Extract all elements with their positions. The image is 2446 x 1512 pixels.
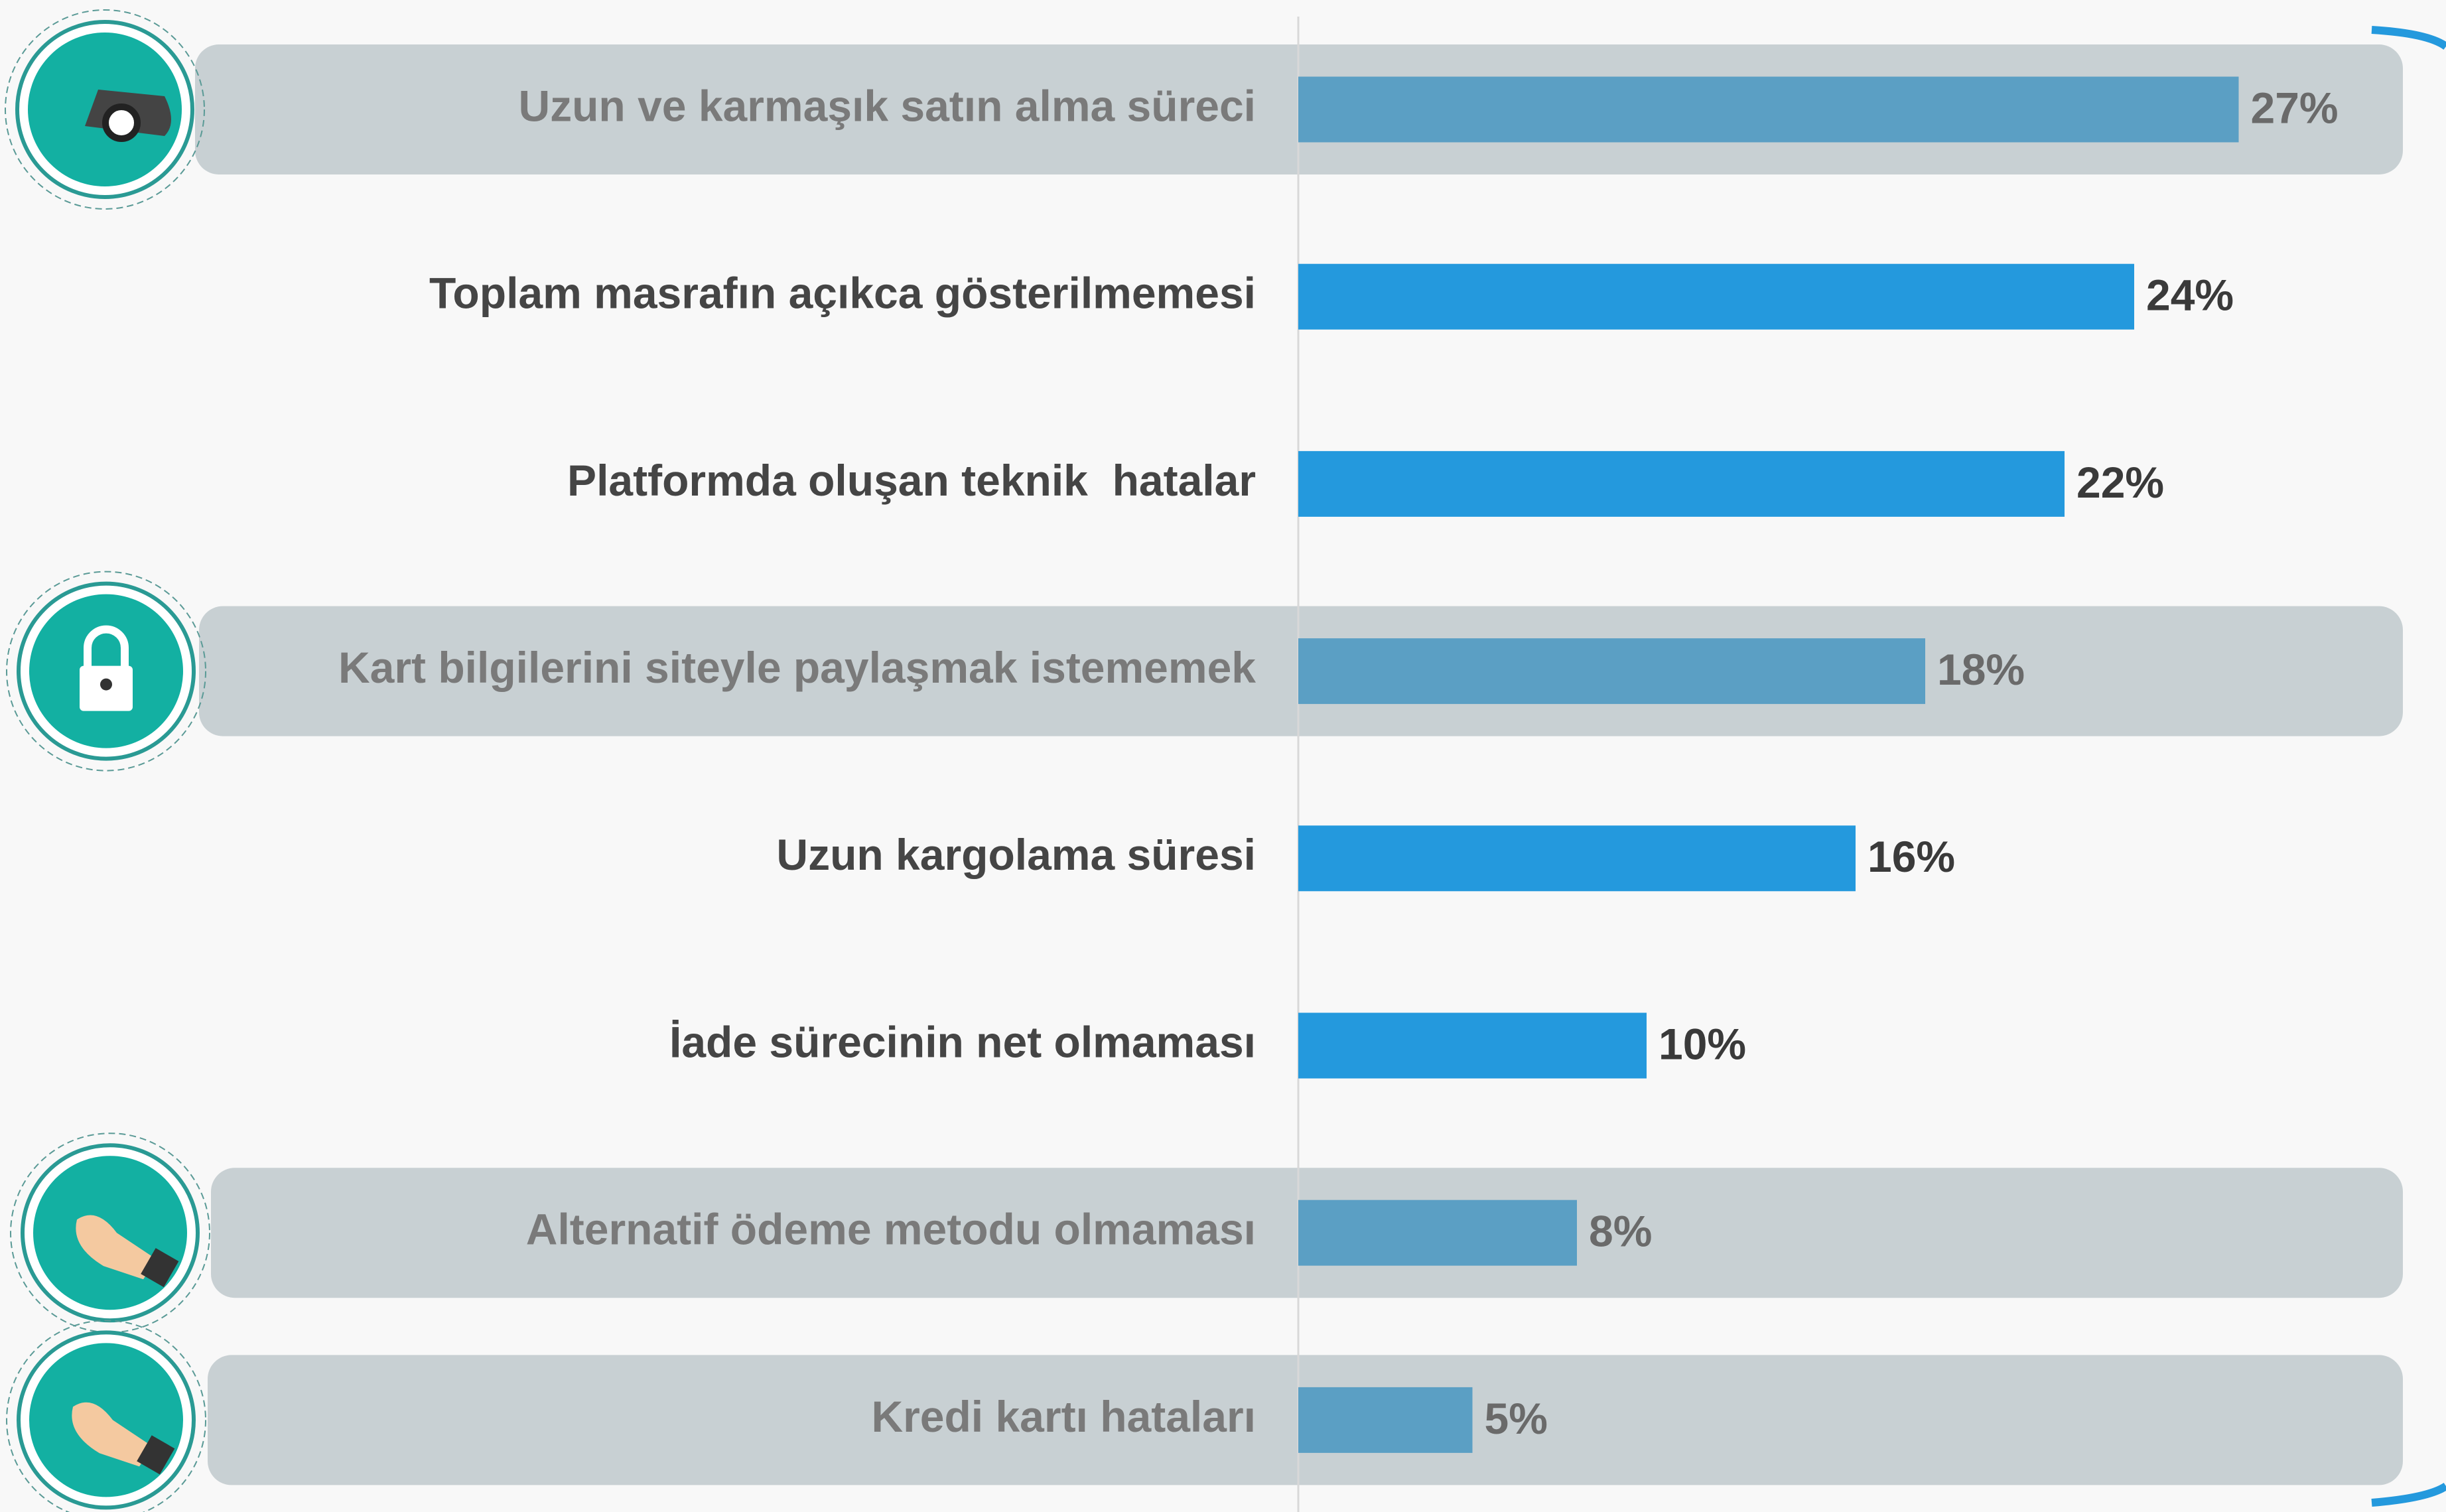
value-label: 27% [2251, 83, 2339, 132]
value-label: 18% [1937, 645, 2025, 694]
decoration-arc [2371, 26, 2446, 50]
category-label: Kart bilgilerini siteyle paylaşmak istem… [338, 643, 1256, 692]
icon-ring [10, 1133, 210, 1334]
category-label: Uzun ve karmaşık satın alma süreci [518, 81, 1256, 130]
icon-ring [5, 9, 205, 210]
value-label: 24% [2146, 271, 2234, 320]
bar [1298, 825, 1856, 892]
value-label: 5% [1485, 1394, 1548, 1443]
bar [1298, 450, 2065, 517]
value-label: 16% [1868, 832, 1955, 881]
hand [76, 1215, 157, 1280]
category-label: Kredi kartı hataları [871, 1392, 1256, 1441]
category-label: Uzun kargolama süresi [776, 830, 1256, 879]
bar [1298, 76, 2239, 143]
value-label: 22% [2076, 458, 2164, 507]
icons [5, 9, 210, 1512]
icon-ring [6, 571, 206, 772]
bar [1298, 638, 1925, 705]
cuff [137, 1435, 175, 1475]
lock-hole [100, 678, 112, 691]
category-label: Toplam masrafın açıkca gösterilmemesi [429, 269, 1256, 318]
hand [72, 1402, 153, 1467]
bar [1298, 1200, 1577, 1266]
lock-shackle [84, 625, 129, 668]
category-label: İade sürecinin net olmaması [669, 1017, 1256, 1066]
wheel [102, 103, 141, 142]
icon-ring [6, 1320, 206, 1512]
bar [1298, 1387, 1473, 1453]
bar [1298, 1012, 1647, 1079]
bar [1298, 263, 2134, 330]
category-label: Platformda oluşan teknik hatalar [567, 456, 1256, 505]
category-label: Alternatif ödeme metodu olmaması [526, 1205, 1256, 1254]
value-label: 10% [1659, 1019, 1746, 1068]
decoration-arc [2371, 1482, 2446, 1507]
value-label: 8% [1589, 1207, 1652, 1256]
cuff [141, 1248, 179, 1288]
